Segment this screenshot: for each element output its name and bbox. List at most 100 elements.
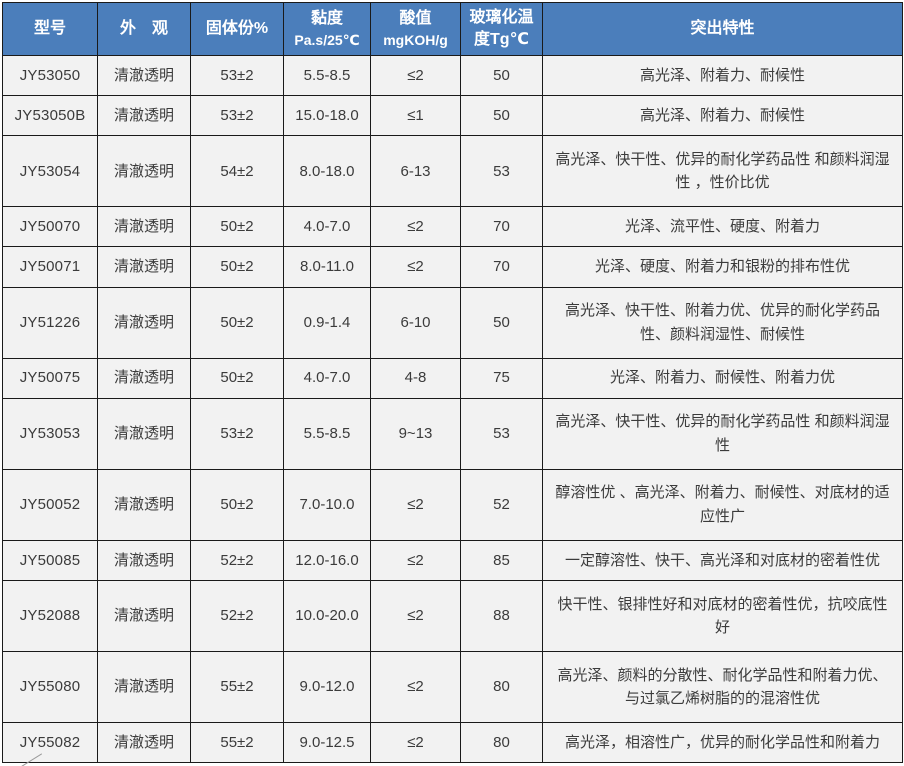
cell-acid: ≤2 [370,246,461,288]
cell-model: JY50052 [2,468,98,541]
cell-solid: 53±2 [190,95,284,137]
cell-solid: 55±2 [190,650,284,723]
cell-viscosity: 4.0-7.0 [283,357,371,399]
column-header-tg: 玻璃化温度Tg℃ [460,2,543,56]
column-header-label: 突出特性 [690,20,755,38]
column-header-model: 型号 [2,2,98,56]
table-row: JY52088 清澈透明 52±2 10.0-20.0 ≤2 88 快干性、银排性好和对底材… [2,579,903,652]
table-row: JY53050 清澈透明 53±2 5.5-8.5 ≤2 50 高光泽、附着力、耐候性 [2,54,903,97]
cell-viscosity: 7.0-10.0 [283,468,371,541]
cell-appearance: 清澈透明 [97,579,191,652]
column-header-label: 外 观 [119,20,168,38]
table-row: JY53053 清澈透明 53±2 5.5-8.5 9~13 53 高光泽、快干性、优异的耐… [2,397,903,470]
cell-acid: 6-10 [370,286,461,359]
column-header-label: 固体份% [205,20,269,38]
cell-model: JY53053 [2,397,98,470]
table-header-row: 型号 外 观 固体份% 黏度 Pa.s/25℃ 酸值 mgKOH/g 玻璃化温度Tg℃ 突出特性 [2,2,903,56]
cell-model: JY50071 [2,246,98,288]
cell-appearance: 清澈透明 [97,95,191,137]
cell-tg: 50 [460,95,543,137]
cell-tg: 53 [460,397,543,470]
cell-features: 高光泽、快干性、优异的耐化学药品性 和颜料润湿性 [542,397,903,470]
cell-appearance: 清澈透明 [97,286,191,359]
cell-model: JY50085 [2,539,98,581]
table-row: JY53050B 清澈透明 53±2 15.0-18.0 ≤1 50 高光泽、附着力、耐候性 [2,95,903,137]
column-header-label: 玻璃化温度Tg℃ [469,9,534,48]
cell-tg: 85 [460,539,543,581]
cell-features: 光泽、流平性、硬度、附着力 [542,206,903,248]
cell-model: JY55080 [2,650,98,723]
table-row: JY50075 清澈透明 50±2 4.0-7.0 4-8 75 光泽、附着力、耐候性、附着… [2,357,903,399]
cell-appearance: 清澈透明 [97,206,191,248]
table-row: JY50070 清澈透明 50±2 4.0-7.0 ≤2 70 光泽、流平性、硬度、附着力 [2,206,903,248]
table-row: JY50085 清澈透明 52±2 12.0-16.0 ≤2 85 一定醇溶性、快干、高光泽… [2,539,903,581]
column-header-appearance: 外 观 [97,2,191,56]
cell-acid: ≤2 [370,54,461,97]
cell-appearance: 清澈透明 [97,54,191,97]
column-header-acid: 酸值 mgKOH/g [370,2,461,56]
column-header-subline: Pa.s/25℃ [294,31,360,48]
cell-appearance: 清澈透明 [97,468,191,541]
column-header-solid: 固体份% [190,2,284,56]
cell-tg: 53 [460,135,543,208]
cell-appearance: 清澈透明 [97,539,191,581]
cell-viscosity: 9.0-12.0 [283,650,371,723]
cell-model: JY50075 [2,357,98,399]
cell-tg: 52 [460,468,543,541]
column-header-label: 酸值 [399,10,432,28]
cell-acid: 6-13 [370,135,461,208]
cell-model: JY53054 [2,135,98,208]
cell-solid: 50±2 [190,468,284,541]
cell-viscosity: 8.0-11.0 [283,246,371,288]
cell-appearance: 清澈透明 [97,246,191,288]
cell-solid: 54±2 [190,135,284,208]
cell-tg: 75 [460,357,543,399]
cell-viscosity: 4.0-7.0 [283,206,371,248]
cell-appearance: 清澈透明 [97,135,191,208]
cell-acid: ≤2 [370,579,461,652]
cell-viscosity: 0.9-1.4 [283,286,371,359]
table-row: JY55082 清澈透明 55±2 9.0-12.5 ≤2 80 高光泽，相溶性广，优异的耐… [2,721,903,764]
cell-solid: 50±2 [190,246,284,288]
cell-features: 高光泽、快干性、附着力优、优异的耐化学药品性、颜料润湿性、耐候性 [542,286,903,359]
cell-viscosity: 8.0-18.0 [283,135,371,208]
cell-features: 醇溶性优 、高光泽、附着力、耐候性、对底材的适应性广 [542,468,903,541]
cell-tg: 88 [460,579,543,652]
cell-model: JY51226 [2,286,98,359]
cell-solid: 50±2 [190,206,284,248]
cell-model: JY53050B [2,95,98,137]
cell-features: 快干性、银排性好和对底材的密着性优，抗咬底性好 [542,579,903,652]
cell-model: JY53050 [2,54,98,97]
cell-acid: ≤2 [370,468,461,541]
column-header-label: 黏度 [310,10,343,28]
column-header-viscosity: 黏度 Pa.s/25℃ [283,2,371,56]
cell-features: 高光泽、颜料的分散性、耐化学品性和附着力优、与过氯乙烯树脂的的混溶性优 [542,650,903,723]
table-row: JY50071 清澈透明 50±2 8.0-11.0 ≤2 70 光泽、硬度、附着力和银粉的… [2,246,903,288]
cell-viscosity: 9.0-12.5 [283,721,371,764]
cell-tg: 50 [460,54,543,97]
cell-solid: 52±2 [190,539,284,581]
cell-viscosity: 10.0-20.0 [283,579,371,652]
cell-solid: 52±2 [190,579,284,652]
column-header-subline: mgKOH/g [383,31,448,48]
cell-appearance: 清澈透明 [97,650,191,723]
cell-solid: 50±2 [190,357,284,399]
table-row: JY55080 清澈透明 55±2 9.0-12.0 ≤2 80 高光泽、颜料的分散性、耐化… [2,650,903,723]
cell-features: 光泽、附着力、耐候性、附着力优 [542,357,903,399]
cell-tg: 50 [460,286,543,359]
cell-features: 光泽、硬度、附着力和银粉的排布性优 [542,246,903,288]
table-row: JY51226 清澈透明 50±2 0.9-1.4 6-10 50 高光泽、快干性、附着力优… [2,286,903,359]
cell-features: 高光泽、快干性、优异的耐化学药品性 和颜料润湿性 ，性价比优 [542,135,903,208]
cell-features: 高光泽、附着力、耐候性 [542,54,903,97]
cell-viscosity: 5.5-8.5 [283,397,371,470]
cell-features: 高光泽、附着力、耐候性 [542,95,903,137]
cell-solid: 55±2 [190,721,284,764]
cell-acid: ≤1 [370,95,461,137]
cell-model: JY55082 [2,721,98,764]
cell-model: JY50070 [2,206,98,248]
cell-tg: 70 [460,206,543,248]
cell-acid: 9~13 [370,397,461,470]
cell-tg: 80 [460,650,543,723]
cell-tg: 70 [460,246,543,288]
